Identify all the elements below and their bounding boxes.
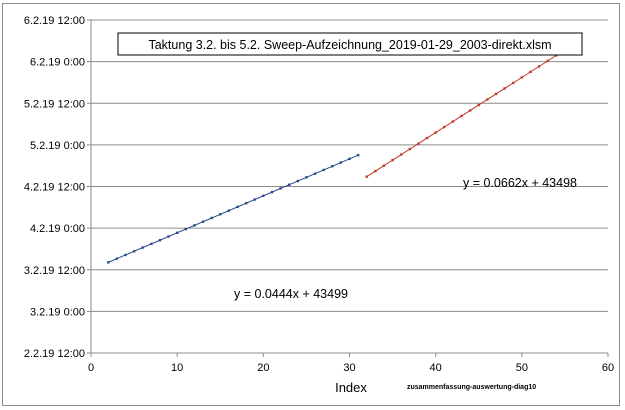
chart-title: Taktung 3.2. bis 5.2. Sweep-Aufzeichnung…	[148, 38, 551, 52]
data-point	[520, 76, 524, 79]
data-point	[184, 227, 187, 231]
equation-series-1: y = 0.0444x + 43499	[234, 287, 348, 301]
y-tick-label: 6.2.19 0:00	[30, 57, 85, 69]
y-tick-label: 5.2.19 12:00	[24, 98, 85, 110]
data-point	[287, 183, 291, 186]
data-point	[132, 250, 136, 253]
y-tick-label: 3.2.19 0:00	[30, 306, 85, 318]
data-point	[425, 136, 429, 140]
data-point	[193, 224, 196, 227]
y-tick-labels: 2.2.19 12:00 3.2.19 0:00 3.2.19 12:00 4.2.1…	[24, 15, 85, 360]
data-point	[356, 153, 360, 157]
data-point	[391, 158, 394, 162]
data-point	[537, 65, 541, 68]
data-point	[503, 87, 506, 90]
data-point	[210, 216, 213, 220]
data-point	[460, 114, 463, 118]
axes	[87, 19, 609, 357]
data-point	[348, 157, 351, 161]
data-point	[227, 209, 231, 212]
data-point	[365, 175, 368, 178]
y-tick-label: 6.2.19 12:00	[24, 15, 85, 27]
data-point	[115, 257, 119, 260]
x-tick-label: 30	[343, 362, 355, 374]
x-tick-label: 20	[257, 362, 269, 374]
equation-series-2: y = 0.0662x + 43498	[463, 176, 577, 190]
data-point	[529, 70, 532, 74]
chart-footnote: zusammenfassung-auswertung-diag10	[407, 384, 536, 391]
data-point	[167, 235, 170, 238]
y-tick-label: 2.2.19 12:00	[24, 348, 85, 360]
x-tick-labels: 0 10 20 30 40 50 60	[88, 362, 614, 374]
data-point	[244, 202, 248, 205]
data-point	[322, 168, 325, 172]
data-point	[382, 164, 386, 167]
x-axis-label: Index	[335, 380, 367, 395]
data-point	[219, 213, 222, 216]
data-point	[253, 198, 256, 201]
data-point	[313, 172, 317, 175]
data-point	[124, 253, 127, 257]
data-point	[512, 81, 515, 85]
y-tick-label: 5.2.19 0:00	[30, 140, 85, 152]
trendline-series-2	[366, 49, 566, 178]
series-2	[365, 48, 567, 178]
data-point	[417, 142, 420, 145]
data-point	[175, 231, 179, 234]
y-tick-label: 4.2.19 12:00	[24, 182, 85, 194]
data-point	[107, 261, 110, 264]
data-point	[262, 194, 265, 198]
x-tick-label: 40	[430, 362, 442, 374]
data-point	[451, 120, 455, 123]
data-point	[331, 165, 334, 168]
data-point	[443, 125, 446, 129]
trendline-series-1	[108, 154, 359, 263]
x-tick-label: 0	[88, 362, 94, 374]
series-1	[107, 153, 360, 264]
y-tick-label: 3.2.19 12:00	[24, 265, 85, 277]
data-point	[236, 205, 239, 209]
data-point	[408, 147, 412, 151]
data-point	[468, 109, 472, 112]
data-point	[305, 176, 308, 179]
data-point	[150, 242, 153, 246]
data-point	[494, 92, 498, 96]
x-tick-label: 10	[171, 362, 183, 374]
data-point	[486, 98, 489, 101]
data-point	[339, 161, 343, 164]
chart-frame	[2, 3, 620, 406]
data-point	[296, 179, 299, 183]
y-tick-label: 4.2.19 0:00	[30, 223, 85, 235]
data-point	[374, 169, 377, 173]
data-point	[270, 190, 274, 194]
data-point	[400, 153, 403, 156]
x-tick-label: 50	[516, 362, 528, 374]
data-point	[279, 187, 282, 190]
data-point	[477, 103, 480, 107]
data-point	[158, 238, 162, 242]
x-tick-label: 60	[602, 362, 614, 374]
data-point	[141, 246, 144, 249]
data-series	[107, 48, 567, 264]
data-point	[546, 59, 549, 63]
data-point	[434, 131, 437, 134]
chart-title-box: Taktung 3.2. bis 5.2. Sweep-Aufzeichnung…	[117, 32, 583, 56]
data-point	[201, 220, 205, 223]
